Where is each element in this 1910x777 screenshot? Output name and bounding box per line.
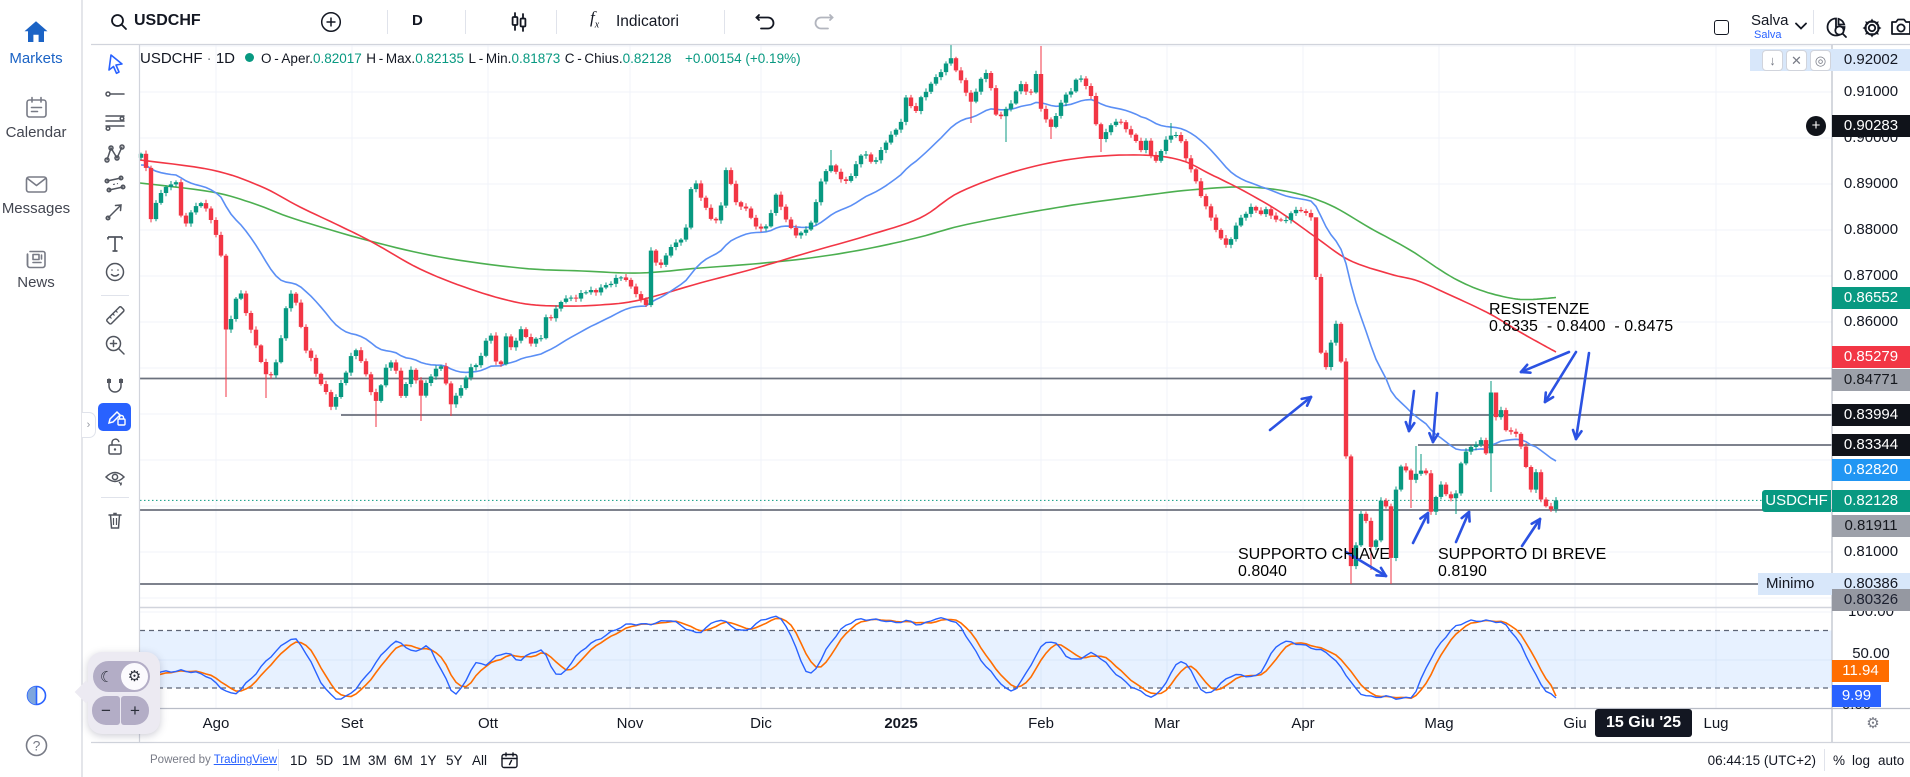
svg-text:SUPPORTO DI BREVE: SUPPORTO DI BREVE <box>1438 546 1606 563</box>
svg-text:RESISTENZE: RESISTENZE <box>1489 301 1589 318</box>
svg-text:0.8040: 0.8040 <box>1238 563 1287 580</box>
svg-text:?: ? <box>33 738 41 754</box>
svg-text:SUPPORTO CHIAVE: SUPPORTO CHIAVE <box>1238 546 1390 563</box>
svg-text:0.8190: 0.8190 <box>1438 563 1487 580</box>
svg-text:0.8335 - 0.8400 - 0.8475: 0.8335 - 0.8400 - 0.8475 <box>1489 318 1673 335</box>
